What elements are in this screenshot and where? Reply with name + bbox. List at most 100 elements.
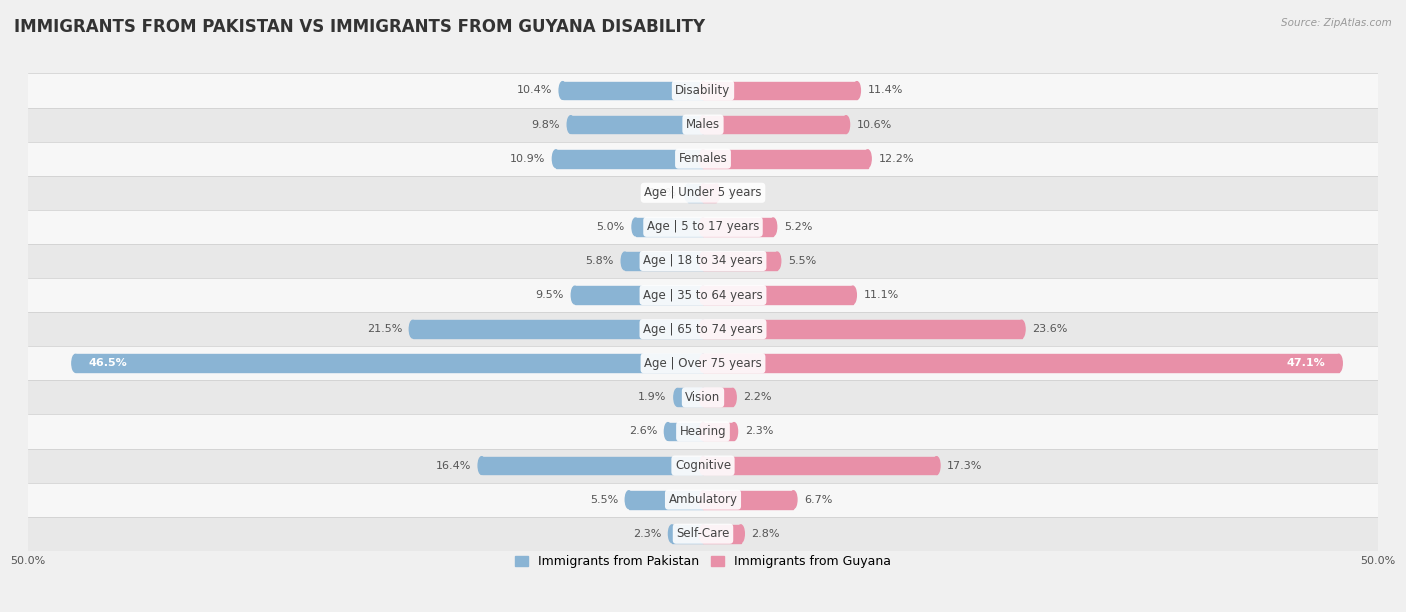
Bar: [703, 320, 1022, 338]
Text: 1.0%: 1.0%: [727, 188, 755, 198]
Text: 9.8%: 9.8%: [531, 119, 560, 130]
Bar: [672, 525, 703, 543]
Circle shape: [700, 423, 706, 440]
Text: 5.2%: 5.2%: [785, 222, 813, 232]
Circle shape: [700, 184, 706, 201]
Bar: [28, 346, 1378, 380]
Circle shape: [700, 116, 706, 133]
Circle shape: [700, 116, 706, 133]
Text: 23.6%: 23.6%: [1032, 324, 1067, 334]
Circle shape: [567, 116, 574, 133]
Bar: [28, 73, 1378, 108]
Bar: [703, 423, 734, 440]
Bar: [575, 286, 703, 304]
Text: 16.4%: 16.4%: [436, 461, 471, 471]
Text: 5.8%: 5.8%: [585, 256, 614, 266]
Bar: [28, 517, 1378, 551]
Bar: [28, 380, 1378, 414]
Circle shape: [700, 218, 706, 236]
Bar: [703, 81, 856, 99]
Text: Vision: Vision: [685, 391, 721, 404]
Circle shape: [773, 252, 780, 270]
Text: Age | Under 5 years: Age | Under 5 years: [644, 186, 762, 200]
Text: 9.5%: 9.5%: [536, 290, 564, 300]
Circle shape: [700, 354, 706, 372]
Circle shape: [700, 252, 706, 270]
Bar: [28, 414, 1378, 449]
Circle shape: [621, 252, 628, 270]
Text: Hearing: Hearing: [679, 425, 727, 438]
Text: 2.8%: 2.8%: [752, 529, 780, 539]
Bar: [703, 218, 773, 236]
Circle shape: [849, 286, 856, 304]
Text: IMMIGRANTS FROM PAKISTAN VS IMMIGRANTS FROM GUYANA DISABILITY: IMMIGRANTS FROM PAKISTAN VS IMMIGRANTS F…: [14, 18, 706, 36]
Circle shape: [790, 491, 797, 509]
Circle shape: [72, 354, 79, 372]
Text: 5.5%: 5.5%: [787, 256, 817, 266]
Text: Cognitive: Cognitive: [675, 459, 731, 472]
Circle shape: [700, 457, 706, 474]
Bar: [624, 252, 703, 270]
Circle shape: [730, 389, 737, 406]
Bar: [668, 423, 703, 440]
Text: Males: Males: [686, 118, 720, 131]
Bar: [678, 389, 703, 406]
Bar: [703, 184, 717, 201]
Circle shape: [633, 218, 638, 236]
Text: 2.3%: 2.3%: [745, 427, 773, 436]
Bar: [28, 483, 1378, 517]
Text: 12.2%: 12.2%: [879, 154, 914, 163]
Circle shape: [700, 150, 706, 168]
Circle shape: [1018, 320, 1025, 338]
Circle shape: [685, 184, 692, 201]
Text: Age | 35 to 64 years: Age | 35 to 64 years: [643, 289, 763, 302]
Bar: [688, 184, 703, 201]
Circle shape: [700, 389, 706, 406]
Bar: [482, 457, 703, 474]
Text: 5.5%: 5.5%: [589, 494, 619, 505]
Text: 6.7%: 6.7%: [804, 494, 832, 505]
Text: 21.5%: 21.5%: [367, 324, 402, 334]
Bar: [28, 108, 1378, 141]
Bar: [28, 312, 1378, 346]
Circle shape: [700, 81, 706, 99]
Text: 11.4%: 11.4%: [868, 86, 903, 95]
Bar: [703, 525, 741, 543]
Circle shape: [700, 525, 706, 543]
Bar: [703, 286, 853, 304]
Bar: [555, 150, 703, 168]
Circle shape: [700, 286, 706, 304]
Circle shape: [700, 81, 706, 99]
Circle shape: [934, 457, 941, 474]
Circle shape: [700, 491, 706, 509]
Text: Age | 65 to 74 years: Age | 65 to 74 years: [643, 323, 763, 335]
Circle shape: [700, 286, 706, 304]
Text: Age | Over 75 years: Age | Over 75 years: [644, 357, 762, 370]
Legend: Immigrants from Pakistan, Immigrants from Guyana: Immigrants from Pakistan, Immigrants fro…: [510, 550, 896, 573]
Circle shape: [700, 218, 706, 236]
Text: Ambulatory: Ambulatory: [668, 493, 738, 506]
Bar: [628, 491, 703, 509]
Bar: [28, 141, 1378, 176]
Circle shape: [842, 116, 849, 133]
Bar: [703, 491, 793, 509]
Bar: [703, 354, 1339, 372]
Bar: [703, 389, 733, 406]
Text: 10.6%: 10.6%: [856, 119, 893, 130]
Circle shape: [853, 81, 860, 99]
Circle shape: [713, 184, 720, 201]
Bar: [76, 354, 703, 372]
Circle shape: [700, 320, 706, 338]
Text: 5.0%: 5.0%: [596, 222, 624, 232]
Bar: [28, 244, 1378, 278]
Text: 1.9%: 1.9%: [638, 392, 666, 402]
Text: 46.5%: 46.5%: [89, 358, 128, 368]
Bar: [28, 210, 1378, 244]
Bar: [28, 449, 1378, 483]
Text: Females: Females: [679, 152, 727, 165]
Circle shape: [1336, 354, 1343, 372]
Bar: [28, 278, 1378, 312]
Text: 1.1%: 1.1%: [650, 188, 678, 198]
Circle shape: [769, 218, 776, 236]
Text: Age | 5 to 17 years: Age | 5 to 17 years: [647, 220, 759, 233]
